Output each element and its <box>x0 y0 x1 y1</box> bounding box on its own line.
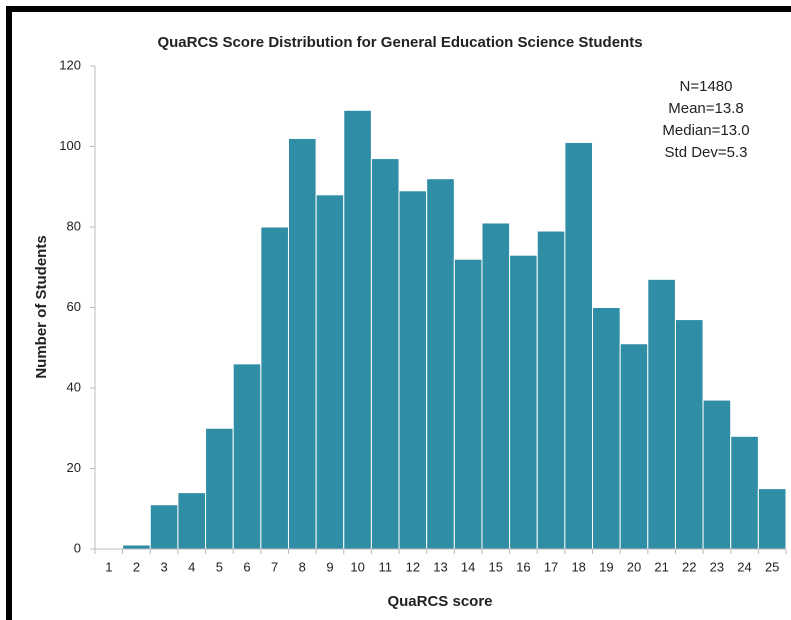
bar <box>177 492 207 550</box>
bar <box>122 544 151 550</box>
y-tick-label: 60 <box>67 299 81 314</box>
x-axis-title: QuaRCS score <box>387 593 492 610</box>
bar <box>343 109 372 550</box>
bar <box>260 226 289 550</box>
x-tick-label: 6 <box>243 559 250 574</box>
bar <box>370 158 400 550</box>
bar <box>426 178 455 550</box>
x-tick-label: 2 <box>133 559 140 574</box>
chart-title: QuaRCS Score Distribution for General Ed… <box>157 34 642 51</box>
x-tick-label: 23 <box>710 559 724 574</box>
x-tick-label: 13 <box>433 559 447 574</box>
x-tick-label: 24 <box>737 559 751 574</box>
x-tick-label: 7 <box>271 559 278 574</box>
y-tick-label: 0 <box>74 540 81 555</box>
annotation: N=1480 <box>680 78 733 95</box>
bar <box>564 141 594 550</box>
x-tick-label: 4 <box>188 559 195 574</box>
bar <box>536 230 566 550</box>
bar <box>674 319 704 550</box>
x-tick-label: 12 <box>406 559 420 574</box>
x-tick-label: 25 <box>765 559 779 574</box>
x-tick-label: 16 <box>516 559 530 574</box>
bar <box>757 488 787 550</box>
x-tick-label: 15 <box>489 559 503 574</box>
y-tick-label: 20 <box>67 460 81 475</box>
x-tick-label: 17 <box>544 559 558 574</box>
bar <box>205 427 234 550</box>
x-tick-label: 5 <box>216 559 223 574</box>
x-tick-label: 11 <box>378 559 392 574</box>
x-tick-label: 10 <box>350 559 364 574</box>
annotation: Median=13.0 <box>662 122 749 139</box>
y-tick-label: 120 <box>59 57 81 72</box>
bar <box>453 258 483 550</box>
x-tick-label: 9 <box>326 559 333 574</box>
annotation: Std Dev=5.3 <box>665 144 748 161</box>
x-tick-label: 20 <box>627 559 641 574</box>
y-tick-label: 100 <box>59 138 81 153</box>
bar <box>481 222 511 550</box>
bar <box>315 194 345 550</box>
bar <box>619 343 649 550</box>
bar <box>702 399 732 550</box>
y-axis-title: Number of Students <box>33 235 50 378</box>
bar <box>592 307 621 550</box>
x-tick-label: 21 <box>654 559 668 574</box>
x-tick-label: 3 <box>160 559 167 574</box>
annotation: Mean=13.8 <box>668 100 743 117</box>
bar <box>730 435 759 550</box>
x-tick-label: 8 <box>299 559 306 574</box>
y-tick-label: 40 <box>67 379 81 394</box>
bar <box>232 363 262 550</box>
x-tick-label: 22 <box>682 559 696 574</box>
y-tick-label: 80 <box>67 218 81 233</box>
bar <box>647 278 676 550</box>
bar <box>398 190 428 550</box>
x-tick-label: 19 <box>599 559 613 574</box>
x-tick-label: 14 <box>461 559 475 574</box>
bar <box>149 504 179 550</box>
x-tick-label: 18 <box>571 559 585 574</box>
bar <box>509 254 538 550</box>
x-tick-label: 1 <box>105 559 112 574</box>
bar <box>287 137 317 550</box>
